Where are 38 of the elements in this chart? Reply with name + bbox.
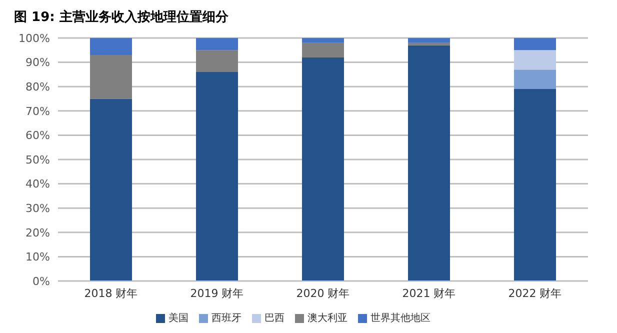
bar: [408, 42, 450, 46]
chart-title: 图 19: 主营业务收入按地理位置细分: [14, 8, 230, 26]
x-tick-label: 2019 财年: [190, 286, 244, 300]
bar: [302, 42, 344, 58]
y-tick-label: 50%: [26, 153, 50, 166]
bar: [196, 50, 238, 72]
legend-label: 巴西: [264, 313, 284, 324]
bar: [514, 38, 556, 50]
x-tick-label: 2020 财年: [296, 286, 350, 300]
legend-label: 西班牙: [212, 313, 242, 324]
y-tick-label: 80%: [26, 80, 50, 94]
legend-label: 澳大利亚: [308, 313, 348, 324]
bar: [514, 50, 556, 70]
bar: [514, 89, 556, 281]
y-tick-label: 0%: [32, 274, 50, 288]
bar: [90, 98, 132, 281]
legend-label: 美国: [168, 313, 188, 324]
y-tick-label: 70%: [26, 104, 50, 118]
bar: [302, 38, 344, 43]
bar: [90, 38, 132, 56]
y-tick-label: 100%: [18, 32, 50, 45]
bar: [514, 70, 556, 90]
y-tick-label: 30%: [26, 202, 50, 216]
y-tick-label: 20%: [26, 226, 50, 240]
legend-label: 世界其他地区: [370, 313, 430, 324]
bar: [196, 38, 238, 50]
y-tick-label: 60%: [26, 129, 50, 142]
x-tick-label: 2021 财年: [402, 286, 456, 300]
bar: [408, 38, 450, 43]
y-tick-label: 90%: [26, 56, 50, 70]
bar: [196, 72, 238, 281]
y-tick-label: 10%: [26, 250, 50, 264]
x-tick-label: 2018 财年: [84, 286, 138, 300]
bar: [90, 55, 132, 99]
y-tick-label: 40%: [26, 178, 50, 191]
x-tick-label: 2022 财年: [508, 286, 562, 300]
bar: [302, 57, 344, 281]
bar: [408, 45, 450, 281]
